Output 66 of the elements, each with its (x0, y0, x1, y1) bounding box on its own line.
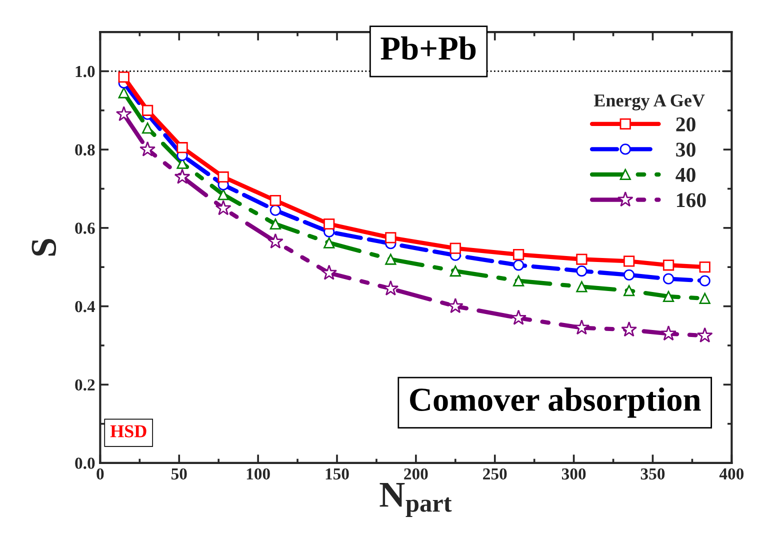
x-tick-label: 50 (171, 468, 187, 480)
y-tick-label: 0.2 (75, 379, 95, 391)
point (385, 232, 396, 244)
point (699, 262, 710, 273)
x-tick-label: 200 (404, 468, 428, 480)
point (385, 254, 396, 265)
point (662, 290, 674, 302)
legend-label: 20 (676, 117, 696, 132)
y-tick-label: 0.0 (75, 458, 95, 469)
point (662, 260, 674, 271)
point (512, 249, 524, 260)
point (270, 218, 281, 230)
point (510, 310, 527, 325)
point (270, 194, 281, 206)
point (270, 204, 281, 216)
point (118, 72, 130, 83)
legend-label: 160 (677, 193, 706, 208)
x-tick-label: 250 (483, 468, 507, 480)
point (624, 256, 635, 267)
annotation: Comover absorption (410, 388, 701, 418)
point (574, 319, 590, 335)
point (621, 321, 638, 337)
x-tick-label: 0 (96, 468, 104, 480)
annotation: HSD (110, 425, 146, 438)
x-tick-label: 150 (326, 468, 349, 480)
point (696, 327, 713, 343)
point (450, 265, 461, 277)
y-tick-label: 0.8 (75, 144, 95, 156)
point (576, 254, 588, 265)
point (624, 269, 635, 280)
point (699, 292, 710, 304)
point (324, 218, 335, 230)
y-tick-label: 1.0 (76, 66, 95, 78)
x-tick-label: 400 (719, 468, 744, 480)
point (218, 171, 229, 183)
point (576, 265, 588, 277)
point (218, 189, 229, 200)
x-axis-title: N$_{part}$ (380, 482, 452, 517)
point (140, 141, 156, 156)
y-tick-label: 0.4 (75, 300, 96, 312)
x-tick-label: 350 (640, 468, 665, 480)
point (662, 273, 674, 284)
point (215, 200, 232, 216)
point (699, 275, 710, 286)
x-tick-label: 100 (246, 468, 270, 480)
point (321, 264, 338, 280)
y-axis-title: S (32, 238, 56, 256)
point (116, 106, 132, 122)
point (174, 168, 190, 184)
legend-label: 40 (676, 168, 696, 182)
point (512, 275, 524, 286)
point (142, 104, 154, 116)
point (576, 281, 588, 292)
point (450, 242, 461, 254)
y-tick-label: 0.6 (75, 222, 95, 234)
point (176, 142, 188, 154)
point (267, 233, 284, 249)
x-tick-label: 300 (562, 468, 586, 480)
legend-title: Energy A GeV (594, 94, 705, 110)
point (624, 285, 635, 296)
annotation: Pb+Pb (380, 36, 476, 60)
point (512, 260, 524, 271)
point (324, 237, 335, 248)
point (118, 87, 130, 98)
legend-label: 30 (676, 142, 696, 157)
point (660, 325, 676, 341)
